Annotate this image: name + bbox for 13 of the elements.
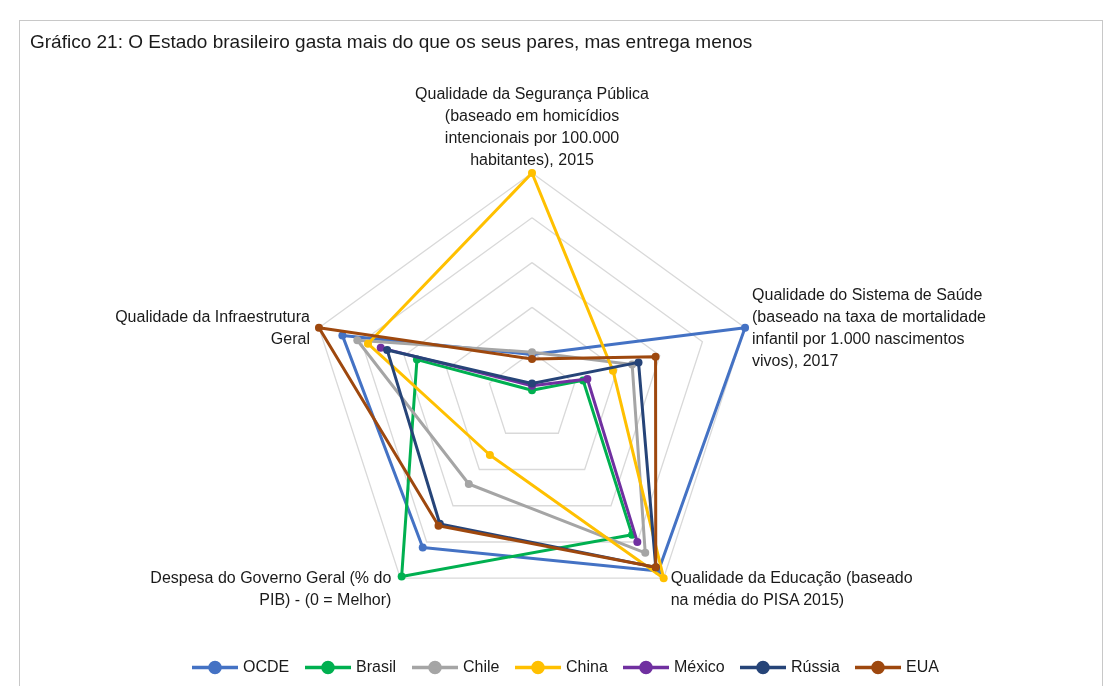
- chart-title: Gráfico 21: O Estado brasileiro gasta mais do que os seus pares, mas entrega menos: [30, 31, 753, 52]
- spoke-label: Qualidade da Infraestrutura Geral: [115, 307, 311, 347]
- legend-label: Rússia: [791, 658, 841, 676]
- legend-label: Chile: [463, 658, 500, 676]
- legend-label: China: [566, 658, 608, 676]
- legend-label: OCDE: [243, 658, 290, 676]
- spoke-label: Qualidade da Educação (baseado na média do PISA 2015): [670, 569, 913, 609]
- spoke-label: Qualidade do Sistema de Saúde (baseado na taxa de mortalidade infantil por 1.000 nascimentos vivos), 2017: [752, 285, 987, 369]
- legend-label: Brasil: [356, 658, 397, 676]
- legend-label: México: [674, 658, 725, 676]
- legend-label: EUA: [906, 658, 940, 676]
- spoke-label: Despesa do Governo Geral (% do PIB) - (0 = Melhor): [150, 569, 392, 609]
- spoke-label: Qualidade da Segurança Pública (baseado em homicídios intencionais por 100.000 habitantes), 2015: [415, 85, 650, 168]
